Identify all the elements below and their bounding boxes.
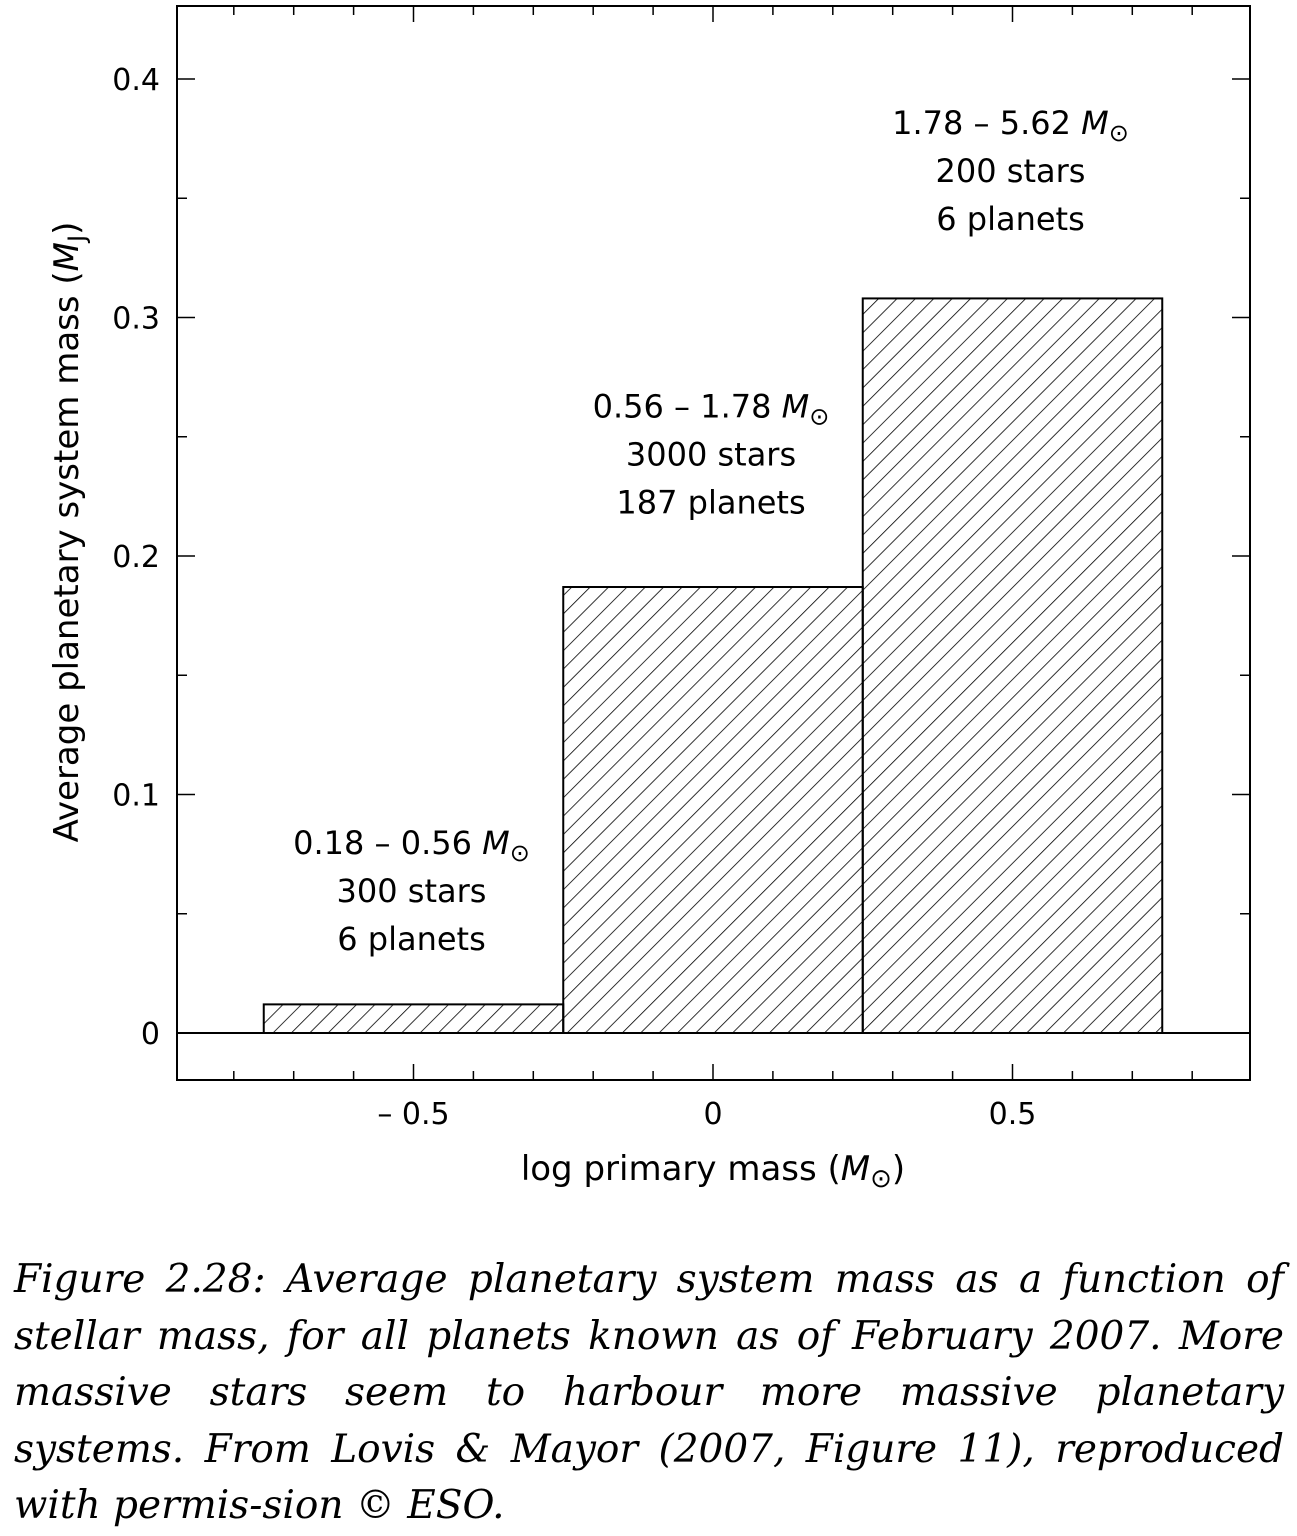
y-tick-label: 0.2 bbox=[112, 540, 160, 575]
bar-stars-label: 3000 stars bbox=[626, 436, 796, 474]
bar-stars-label: 200 stars bbox=[936, 152, 1086, 190]
y-tick-label: 0.4 bbox=[112, 63, 160, 98]
bar-0 bbox=[262, 1003, 565, 1035]
bar-1 bbox=[562, 586, 864, 1034]
y-tick-label: 0.1 bbox=[112, 779, 160, 814]
bar-stars-label: 300 stars bbox=[337, 872, 487, 910]
bar-range-label: 0.56 – 1.78 M⊙ bbox=[593, 388, 830, 431]
x-tick-label: 0 bbox=[703, 1097, 722, 1132]
x-axis-label: log primary mass (M⊙) bbox=[521, 1149, 905, 1194]
bar-range-label: 1.78 – 5.62 M⊙ bbox=[892, 104, 1129, 147]
bar-chart: – 0.5 0 0.5 0 0.1 0.2 0.3 0.4 0.18 – 0.56 M⊙ 300… bbox=[47, 5, 1251, 1194]
figure-caption: Figure 2.28: Average planetary system ma… bbox=[14, 1257, 1284, 1528]
x-tick-label: 0.5 bbox=[989, 1097, 1037, 1132]
bar-range-label: 0.18 – 0.56 M⊙ bbox=[293, 824, 530, 867]
y-tick-label: 0.3 bbox=[112, 302, 160, 337]
y-tick-label: 0 bbox=[141, 1017, 160, 1052]
y-axis-label: Average planetary system mass (MJ) bbox=[47, 222, 91, 843]
bar-planets-label: 187 planets bbox=[616, 484, 805, 522]
bar-2 bbox=[861, 297, 1164, 1035]
bar-planets-label: 6 planets bbox=[337, 920, 486, 958]
x-tick-label: – 0.5 bbox=[377, 1097, 449, 1132]
bar-planets-label: 6 planets bbox=[936, 200, 1085, 238]
